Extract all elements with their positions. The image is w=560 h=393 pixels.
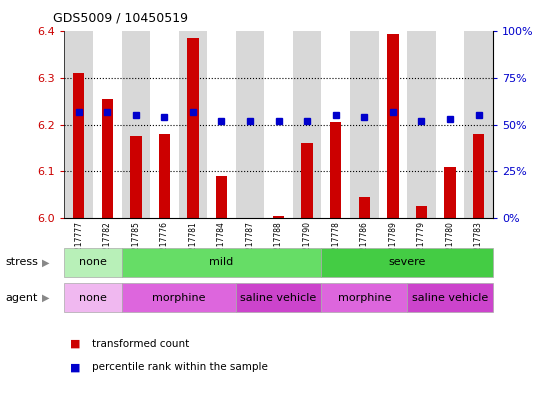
Bar	[216, 176, 227, 218]
Bar	[416, 206, 427, 218]
Bar	[407, 283, 493, 312]
Bar	[93, 31, 122, 218]
Bar	[236, 283, 321, 312]
Bar	[150, 31, 179, 218]
Bar	[130, 136, 142, 218]
Bar	[64, 31, 93, 218]
Text: ■: ■	[70, 362, 81, 373]
Bar	[436, 31, 464, 218]
Bar	[236, 31, 264, 218]
Bar	[179, 31, 207, 218]
Bar	[321, 283, 407, 312]
Text: agent: agent	[6, 293, 38, 303]
Text: saline vehicle: saline vehicle	[240, 293, 317, 303]
Bar	[301, 143, 313, 218]
Bar	[264, 31, 293, 218]
Bar	[158, 134, 170, 218]
Bar	[64, 248, 122, 277]
Bar	[330, 123, 342, 218]
Text: severe: severe	[389, 257, 426, 267]
Bar	[207, 31, 236, 218]
Bar	[122, 283, 236, 312]
Bar	[473, 134, 484, 218]
Bar	[187, 39, 199, 218]
Bar	[379, 31, 407, 218]
Text: ▶: ▶	[42, 257, 49, 267]
Bar	[387, 34, 399, 218]
Text: ■: ■	[70, 339, 81, 349]
Bar	[321, 248, 493, 277]
Text: GDS5009 / 10450519: GDS5009 / 10450519	[53, 12, 188, 25]
Text: saline vehicle: saline vehicle	[412, 293, 488, 303]
Bar	[122, 31, 150, 218]
Bar	[358, 197, 370, 218]
Bar	[73, 73, 85, 218]
Text: stress: stress	[6, 257, 39, 267]
Text: ▶: ▶	[42, 293, 49, 303]
Bar	[464, 31, 493, 218]
Bar	[64, 283, 122, 312]
Bar	[101, 99, 113, 218]
Text: percentile rank within the sample: percentile rank within the sample	[92, 362, 268, 373]
Text: morphine: morphine	[152, 293, 206, 303]
Text: morphine: morphine	[338, 293, 391, 303]
Text: none: none	[79, 257, 107, 267]
Bar	[444, 167, 456, 218]
Bar	[293, 31, 321, 218]
Text: transformed count: transformed count	[92, 339, 190, 349]
Bar	[407, 31, 436, 218]
Bar	[273, 216, 284, 218]
Text: mild: mild	[209, 257, 234, 267]
Bar	[321, 31, 350, 218]
Bar	[350, 31, 379, 218]
Text: none: none	[79, 293, 107, 303]
Bar	[122, 248, 321, 277]
